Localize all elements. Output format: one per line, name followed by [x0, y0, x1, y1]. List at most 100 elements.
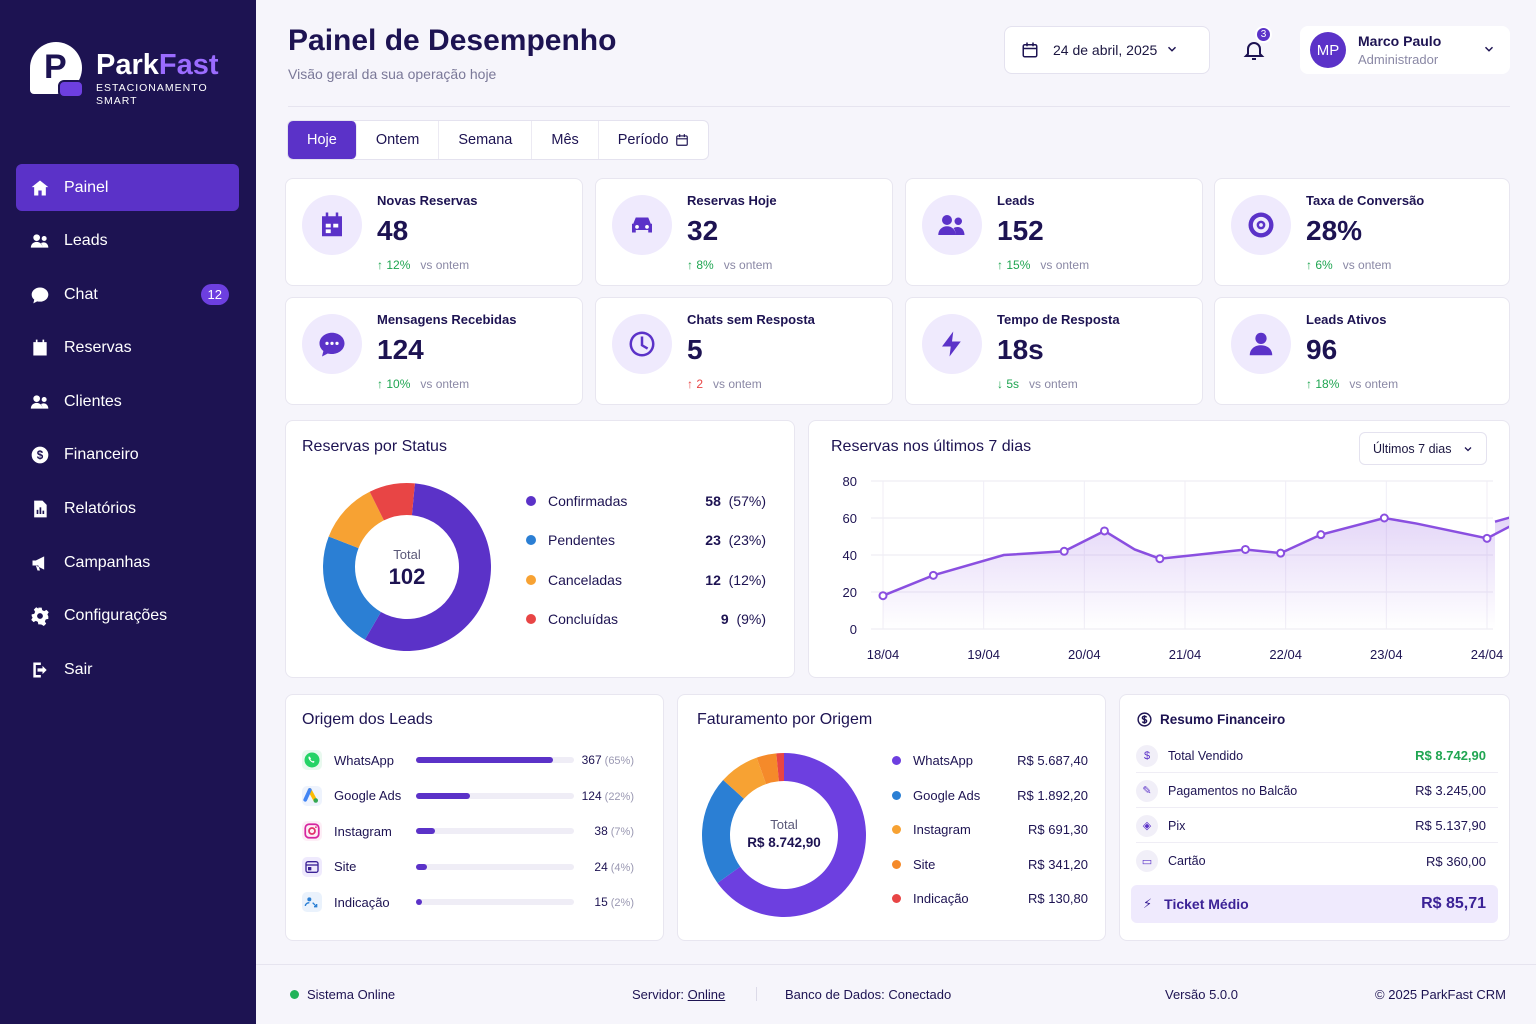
- sidebar-item-leads[interactable]: Leads: [16, 218, 239, 265]
- progress-fill: [416, 757, 554, 763]
- tab-ontem[interactable]: Ontem: [357, 121, 440, 159]
- legend-dot-icon: [892, 756, 901, 765]
- brand-logo[interactable]: P ParkFast ESTACIONAMENTO SMART: [30, 42, 219, 108]
- summary-row: ✎ Pagamentos no Balcão R$ 3.245,00: [1136, 774, 1498, 808]
- server-status-link[interactable]: Online: [687, 987, 726, 1002]
- date-picker[interactable]: 24 de abril, 2025: [1004, 26, 1210, 74]
- sidebar-item-painel[interactable]: Painel: [16, 164, 239, 211]
- sidebar-item-chat[interactable]: Chat 12: [16, 271, 239, 318]
- kpi-change: ↓ 5s vs ontem: [997, 377, 1078, 391]
- x-tick-label: 24/04: [1471, 647, 1504, 662]
- status-slice-3[interactable]: [369, 483, 415, 521]
- revenue-slice-2[interactable]: [723, 757, 767, 799]
- legend-dot-icon: [526, 496, 536, 506]
- line-chart: 0 20 40 60 80 18/04 19/04 20/04 21/04 22/04 23/04 2…: [843, 474, 1509, 662]
- kpi-label: Novas Reservas: [377, 193, 478, 208]
- page-title: Painel de Desempenho: [288, 24, 617, 57]
- range-select[interactable]: Últimos 7 dias: [1359, 432, 1487, 465]
- kpi-icon: [612, 195, 672, 255]
- server-status: Servidor: Online: [632, 987, 726, 1002]
- line-point[interactable]: [1482, 533, 1492, 543]
- revenue-slice-1[interactable]: [702, 780, 744, 883]
- car-icon: [632, 217, 652, 233]
- users-icon: [30, 234, 49, 248]
- revenue-slice-4[interactable]: [776, 753, 784, 782]
- bolt-icon: [942, 331, 961, 357]
- avatar: MP: [1310, 32, 1346, 68]
- status-legend-item: Canceladas 12 (12%): [526, 572, 766, 588]
- gear-icon: [31, 607, 49, 627]
- status-donut-chart: [323, 483, 491, 651]
- kpi-icon: [302, 314, 362, 374]
- whatsapp-icon: [302, 750, 322, 770]
- sidebar-item-clientes[interactable]: Clientes: [16, 378, 239, 425]
- user-menu[interactable]: MP Marco Paulo Administrador: [1300, 26, 1510, 74]
- progress-fill: [416, 899, 423, 905]
- header-divider: [288, 106, 1510, 107]
- revenue-card: Faturamento por Origem Total R$ 8.742,90…: [677, 694, 1106, 941]
- status-total-label: Total: [393, 547, 421, 562]
- x-tick-label: 22/04: [1269, 647, 1302, 662]
- user-role: Administrador: [1358, 52, 1439, 67]
- sidebar-item-configuracoes[interactable]: Configurações: [16, 593, 239, 640]
- page-subtitle: Visão geral da sua operação hoje: [288, 66, 497, 82]
- y-tick-label: 80: [843, 474, 857, 489]
- kpi-change: ↑ 18% vs ontem: [1306, 377, 1399, 391]
- line-point[interactable]: [1240, 544, 1250, 554]
- google-ads-icon: [302, 785, 322, 806]
- status-slice-1[interactable]: [323, 536, 381, 640]
- kpi-label: Taxa de Conversão: [1306, 193, 1425, 208]
- revenue-slice-0[interactable]: [717, 753, 866, 917]
- chat-icon: [319, 332, 345, 357]
- sidebar-item-financeiro[interactable]: $ Financeiro: [16, 432, 239, 479]
- x-tick-label: 21/04: [1169, 647, 1202, 662]
- kpi-change: ↑ 8% vs ontem: [687, 258, 773, 272]
- kpi-value: 124: [377, 334, 424, 365]
- svg-text:$: $: [37, 450, 44, 463]
- line-point[interactable]: [1276, 548, 1286, 558]
- line-point[interactable]: [1155, 554, 1165, 564]
- chevron-down-icon: [1484, 46, 1494, 52]
- sidebar-item-campanhas[interactable]: Campanhas: [16, 539, 239, 586]
- calendar-icon: [1022, 42, 1038, 58]
- sidebar-item-sair[interactable]: Sair: [16, 646, 239, 693]
- sidebar-item-reservas[interactable]: Reservas: [16, 325, 239, 372]
- sidebar-item-relatorios[interactable]: Relatórios: [16, 486, 239, 533]
- status-legend-item: Pendentes 23 (23%): [526, 532, 766, 548]
- status-slice-2[interactable]: [328, 491, 384, 549]
- calendar-icon: [675, 134, 688, 146]
- kpi-card-chats-sem-resposta: Chats sem Resposta 5 ↑ 2 vs ontem: [595, 297, 893, 405]
- progress-fill: [416, 828, 435, 834]
- site-icon: [302, 856, 322, 877]
- line-point[interactable]: [928, 570, 938, 580]
- revenue-total-label: Total: [770, 817, 798, 832]
- progress-track: [416, 757, 574, 763]
- revenue-slice-3[interactable]: [756, 753, 779, 785]
- kpi-value: 32: [687, 215, 719, 246]
- revenue-total-value: R$ 8.742,90: [747, 835, 821, 850]
- tab-semana[interactable]: Semana: [439, 121, 533, 159]
- x-tick-label: 20/04: [1068, 647, 1101, 662]
- progress-track: [416, 792, 574, 799]
- arrow-up-icon: ↑: [377, 258, 387, 272]
- line-point[interactable]: [1099, 526, 1109, 536]
- summary-row: ▭ Cartão R$ 360,00: [1136, 844, 1498, 878]
- app-version: Versão 5.0.0: [1165, 987, 1238, 1002]
- lead-source-row: Google Ads 124 (22%): [302, 784, 650, 808]
- tab-hoje[interactable]: Hoje: [288, 121, 357, 159]
- status-slice-0[interactable]: [364, 483, 491, 651]
- footer-divider: [756, 987, 757, 1001]
- line-point[interactable]: [1379, 513, 1389, 523]
- tab-periodo[interactable]: Período: [599, 121, 708, 159]
- kpi-value: 28%: [1306, 215, 1363, 246]
- line-point[interactable]: [1059, 546, 1069, 556]
- notifications-button[interactable]: 3: [1230, 26, 1278, 74]
- dollar-icon: $: [31, 447, 49, 464]
- line-point[interactable]: [1316, 530, 1326, 540]
- brand-tagline: ESTACIONAMENTO SMART: [96, 82, 208, 107]
- card-icon: ▭: [1136, 850, 1158, 872]
- status-legend-item: Concluídas 9 (9%): [526, 611, 766, 627]
- line-point[interactable]: [878, 591, 888, 601]
- tab-mes[interactable]: Mês: [532, 121, 599, 159]
- kpi-change: ↑ 6% vs ontem: [1306, 258, 1392, 272]
